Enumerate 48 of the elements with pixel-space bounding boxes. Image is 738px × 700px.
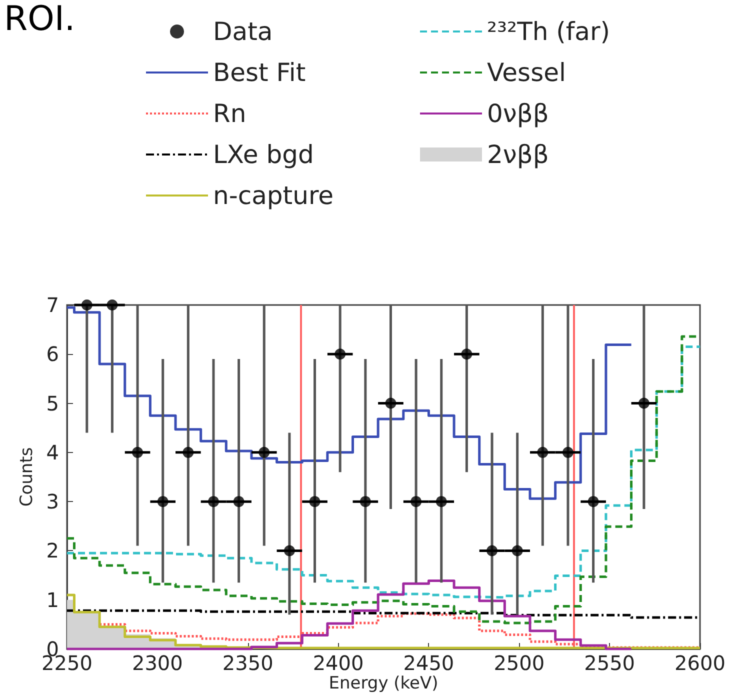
point [588, 496, 599, 508]
y-tick-label: 4 [46, 440, 59, 464]
legend-label: Data [213, 17, 273, 46]
legend-label: 2νββ [487, 140, 549, 169]
legend-label: ²³²Th (far) [487, 17, 610, 46]
point [385, 398, 396, 409]
point [562, 446, 574, 458]
legend-label: Best Fit [213, 58, 306, 87]
text: ROI. [4, 0, 76, 39]
legend-label: 0νββ [487, 99, 549, 128]
point [81, 300, 92, 310]
x-axis-title: Energy (keV) [328, 674, 438, 694]
legend-label: Rn [213, 99, 246, 128]
y-tick-label: 1 [46, 588, 59, 612]
point [486, 545, 498, 556]
legend-label: n-capture [213, 181, 334, 210]
legend-label: LXe bgd [213, 140, 314, 169]
x-tick-label: 2600 [674, 651, 726, 675]
point [537, 446, 548, 458]
point [638, 398, 650, 409]
point [233, 496, 244, 508]
point [284, 545, 295, 556]
point [182, 446, 194, 458]
point [334, 348, 346, 360]
point [410, 496, 422, 508]
x-tick-label: 2500 [494, 651, 545, 675]
point [461, 348, 472, 360]
x-tick-label: 2350 [222, 651, 274, 675]
y-tick-label: 2 [46, 538, 59, 563]
point [106, 300, 118, 310]
y-tick-label: 6 [46, 342, 59, 366]
point [132, 446, 144, 458]
point [157, 496, 168, 508]
point [208, 496, 219, 508]
y-tick-label: 5 [46, 391, 59, 416]
x-tick-label: 2300 [132, 651, 183, 675]
y-tick-label: 3 [46, 490, 59, 514]
point [512, 545, 523, 556]
point [258, 446, 270, 458]
point [436, 496, 447, 508]
x-tick-label: 2450 [403, 651, 454, 675]
point [360, 496, 371, 508]
x-tick-label: 2400 [312, 651, 364, 675]
x-tick-label: 2550 [584, 651, 636, 675]
y-axis-title: Counts [16, 447, 37, 507]
point [309, 496, 320, 508]
legend-label: Vessel [487, 58, 566, 87]
y-tick-label: 7 [46, 293, 59, 317]
